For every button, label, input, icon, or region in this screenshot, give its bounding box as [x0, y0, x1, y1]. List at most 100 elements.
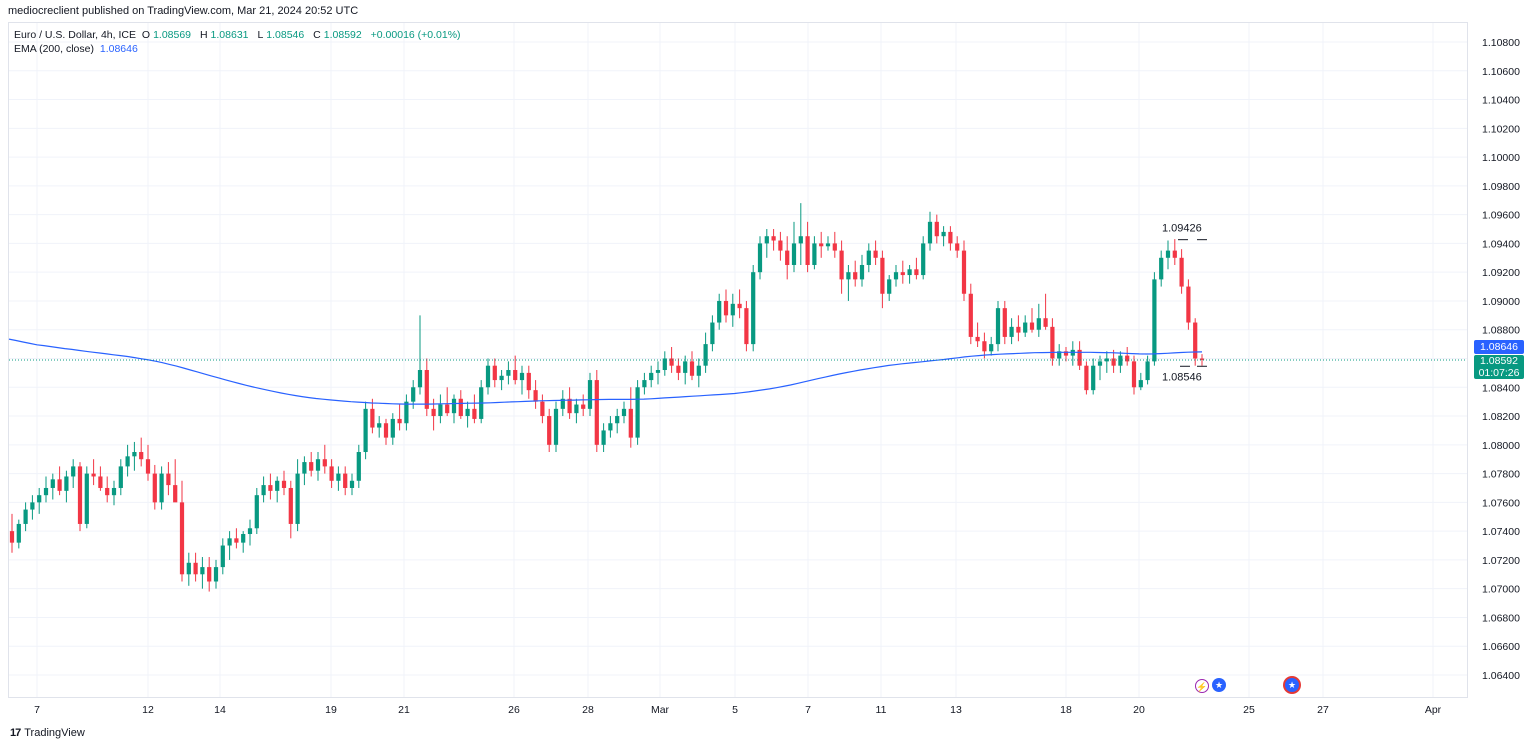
candle-body [1138, 380, 1143, 388]
candle-body [887, 279, 892, 294]
candle-body [451, 398, 457, 414]
candle-body [132, 452, 137, 457]
y-tick-label: 1.06600 [1482, 641, 1520, 653]
candle-body [64, 476, 69, 491]
candle-body [139, 452, 144, 460]
candle-body [23, 509, 28, 524]
open-value: O 1.08569 [141, 29, 192, 41]
ema-label[interactable]: EMA (200, close) [14, 43, 94, 55]
candle-body [785, 250, 790, 265]
candle-body [567, 398, 572, 414]
candle-body [343, 473, 348, 488]
candle-body [900, 272, 905, 276]
brand-name: TradingView [24, 727, 85, 739]
x-tick-label: Mar [651, 704, 670, 716]
candle-body [275, 480, 280, 491]
candle-body [519, 372, 525, 381]
candle-body [315, 459, 321, 471]
candle-body [526, 372, 531, 391]
candle-body [737, 303, 742, 309]
candle-body [635, 387, 640, 438]
candle-body [744, 308, 749, 345]
candle-body [1077, 349, 1082, 366]
y-tick-label: 1.10400 [1482, 95, 1520, 107]
candle-body [975, 336, 980, 342]
candle-body [723, 300, 729, 316]
chart-frame[interactable] [8, 22, 1468, 698]
candle-body [383, 423, 389, 438]
candle-body [1016, 326, 1021, 333]
candle-body [458, 398, 463, 417]
candle-body [683, 361, 688, 373]
candle-body [111, 487, 117, 496]
footer-brand[interactable]: 17 TradingView [10, 727, 85, 739]
candle-body [948, 231, 953, 244]
candle-body [1145, 361, 1150, 381]
candle-body [805, 236, 810, 265]
y-tick-label: 1.07400 [1482, 526, 1520, 538]
candle-body [1057, 351, 1062, 359]
y-tick-label: 1.07000 [1482, 584, 1520, 596]
candle-body [621, 408, 627, 417]
candle-body [506, 370, 511, 376]
close-value: C 1.08592 [313, 29, 362, 41]
candle-body [105, 487, 110, 496]
candle-body [696, 365, 701, 376]
candle-body [152, 473, 157, 503]
y-tick-label: 1.09400 [1482, 238, 1520, 250]
x-tick-label: 26 [508, 704, 520, 716]
candle-body [472, 408, 477, 419]
x-tick-label: 28 [582, 704, 594, 716]
low-value: L 1.08546 [257, 29, 305, 41]
lightning-icon[interactable]: ⚡ [1195, 679, 1209, 693]
candle-body [281, 480, 287, 488]
candle-body [989, 344, 994, 352]
candle-body [560, 398, 565, 409]
candle-body [234, 538, 239, 543]
candle-body [1036, 318, 1041, 330]
candle-body [424, 370, 429, 409]
candle-body [411, 387, 416, 402]
candle-body [866, 250, 871, 265]
y-tick-label: 1.09600 [1482, 210, 1520, 222]
candle-body [118, 466, 123, 488]
low-marker-label: 1.08546 [1162, 371, 1202, 383]
candle-body [655, 370, 661, 373]
candle-body [553, 408, 559, 445]
candle-body [220, 545, 225, 568]
candle-body [465, 408, 470, 417]
candle-body [438, 404, 443, 417]
eu-flag-icon[interactable]: ★ [1285, 678, 1299, 692]
candle-body [1097, 361, 1103, 366]
candle-body [859, 264, 865, 280]
candle-body [676, 365, 681, 373]
y-tick-label: 1.09000 [1482, 296, 1520, 308]
candle-body [1091, 365, 1096, 391]
candle-body [798, 236, 803, 244]
y-tick-label: 1.07200 [1482, 555, 1520, 567]
bar-countdown: 01:07:26 [1478, 367, 1520, 379]
candle-body [1152, 279, 1157, 362]
candle-body [492, 365, 497, 381]
candle-body [193, 562, 198, 575]
candle-body [533, 390, 538, 402]
eu-flag-icon[interactable]: ★ [1212, 678, 1226, 692]
candle-body [241, 534, 246, 543]
x-tick-label: 27 [1317, 704, 1329, 716]
candle-body [1179, 257, 1184, 287]
symbol-name[interactable]: Euro / U.S. Dollar, 4h, ICE [14, 29, 136, 41]
candle-body [397, 418, 402, 424]
candle-body [356, 452, 361, 481]
candle-body [649, 372, 654, 381]
candle-body [186, 562, 191, 575]
candle-body [995, 308, 1001, 345]
y-tick-label: 1.10000 [1482, 152, 1520, 164]
x-tick-label: 20 [1133, 704, 1145, 716]
candle-body [1043, 318, 1048, 327]
candle-body [921, 243, 926, 276]
candle-body [839, 250, 844, 280]
candle-body [125, 456, 130, 467]
candle-body [914, 269, 919, 276]
candle-body [703, 344, 708, 366]
